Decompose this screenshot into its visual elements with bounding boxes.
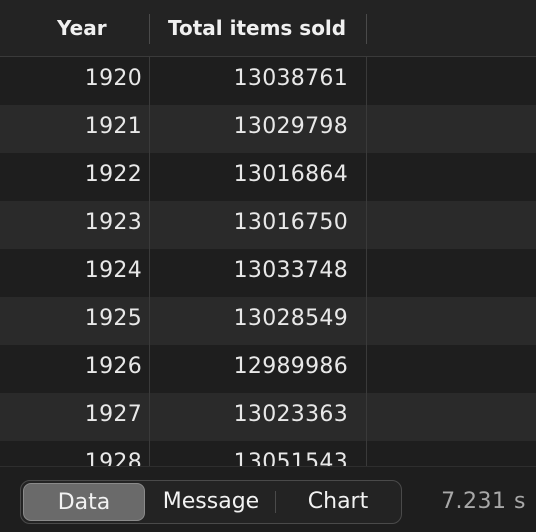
cell-total-items-sold[interactable]: 13033748 <box>233 258 348 283</box>
cell-total-items-sold[interactable]: 13029798 <box>233 114 348 139</box>
cell-total-items-sold[interactable]: 13023363 <box>233 402 348 427</box>
column-divider <box>149 57 150 466</box>
cell-total-items-sold[interactable]: 13038761 <box>233 66 348 91</box>
tab-message[interactable]: Message <box>162 489 260 514</box>
grid-rows: 1920 13038761 1921 13029798 1922 1301686… <box>0 57 536 466</box>
column-resize-handle[interactable] <box>149 14 150 44</box>
table-row[interactable]: 1922 13016864 <box>0 153 536 201</box>
cell-year[interactable]: 1925 <box>84 306 142 331</box>
table-row[interactable]: 1920 13038761 <box>0 57 536 105</box>
cell-year[interactable]: 1926 <box>84 354 142 379</box>
query-execution-time: 7.231 s <box>441 489 526 514</box>
table-row[interactable]: 1921 13029798 <box>0 105 536 153</box>
table-row[interactable]: 1923 13016750 <box>0 201 536 249</box>
column-header-total-items-sold[interactable]: Total items sold <box>168 16 347 40</box>
table-row[interactable]: 1924 13033748 <box>0 249 536 297</box>
tab-data[interactable]: Data <box>23 483 145 521</box>
table-row[interactable]: 1928 13051543 <box>0 441 536 466</box>
cell-year[interactable]: 1921 <box>84 114 142 139</box>
cell-year[interactable]: 1924 <box>84 258 142 283</box>
cell-year[interactable]: 1920 <box>84 66 142 91</box>
cell-total-items-sold[interactable]: 13051543 <box>233 450 348 466</box>
results-footer: Data Message Chart 7.231 s <box>0 466 536 532</box>
table-row[interactable]: 1925 13028549 <box>0 297 536 345</box>
segment-divider <box>275 491 276 513</box>
column-header-year[interactable]: Year <box>57 16 107 40</box>
grid-header: Year Total items sold <box>0 0 536 57</box>
cell-total-items-sold[interactable]: 13016750 <box>233 210 348 235</box>
view-mode-segmented-control: Data Message Chart <box>20 480 402 524</box>
cell-year[interactable]: 1927 <box>84 402 142 427</box>
cell-total-items-sold[interactable]: 12989986 <box>233 354 348 379</box>
cell-year[interactable]: 1928 <box>84 450 142 466</box>
table-row[interactable]: 1927 13023363 <box>0 393 536 441</box>
results-grid[interactable]: Year Total items sold 1920 13038761 1921… <box>0 0 536 466</box>
column-resize-handle[interactable] <box>366 14 367 44</box>
cell-year[interactable]: 1923 <box>84 210 142 235</box>
table-row[interactable]: 1926 12989986 <box>0 345 536 393</box>
cell-total-items-sold[interactable]: 13016864 <box>233 162 348 187</box>
cell-total-items-sold[interactable]: 13028549 <box>233 306 348 331</box>
column-divider <box>366 57 367 466</box>
tab-chart[interactable]: Chart <box>307 489 369 514</box>
cell-year[interactable]: 1922 <box>84 162 142 187</box>
